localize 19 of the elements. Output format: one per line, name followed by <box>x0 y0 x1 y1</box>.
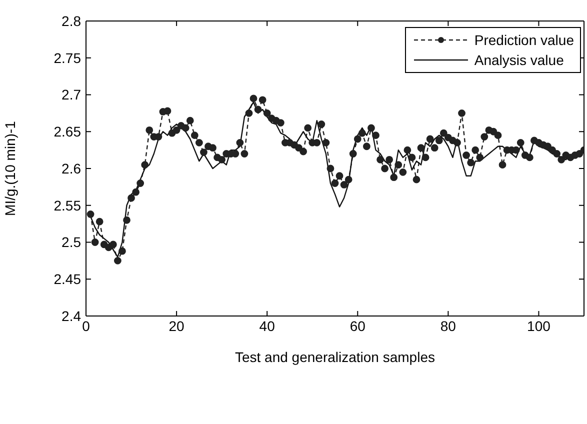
x-tick-label: 80 <box>440 318 456 334</box>
y-tick-label: 2.65 <box>54 124 82 140</box>
y-tick-label: 2.45 <box>54 271 82 288</box>
x-tick-label: 20 <box>168 318 185 334</box>
y-tick-label: 2.4 <box>62 308 82 324</box>
y-tick-label: 2.8 <box>62 12 82 29</box>
x-tick-label: 0 <box>82 318 90 334</box>
y-tick-label: 2.75 <box>54 50 82 66</box>
legend-label: Prediction value <box>474 32 574 48</box>
y-tick-label: 2.55 <box>54 197 82 214</box>
x-axis-title: Test and generalization samples <box>234 349 436 365</box>
y-axis-title: MI/g.(10 min)-1 <box>2 120 18 216</box>
x-tick-label: 60 <box>350 318 366 334</box>
x-tick-label: 40 <box>259 318 276 334</box>
y-tick-label: 2.6 <box>62 160 82 176</box>
x-tick-label: 100 <box>527 318 551 334</box>
y-tick-label: 2.7 <box>62 86 82 103</box>
legend-label: Analysis value <box>474 52 564 68</box>
y-tick-label: 2.5 <box>62 234 82 250</box>
